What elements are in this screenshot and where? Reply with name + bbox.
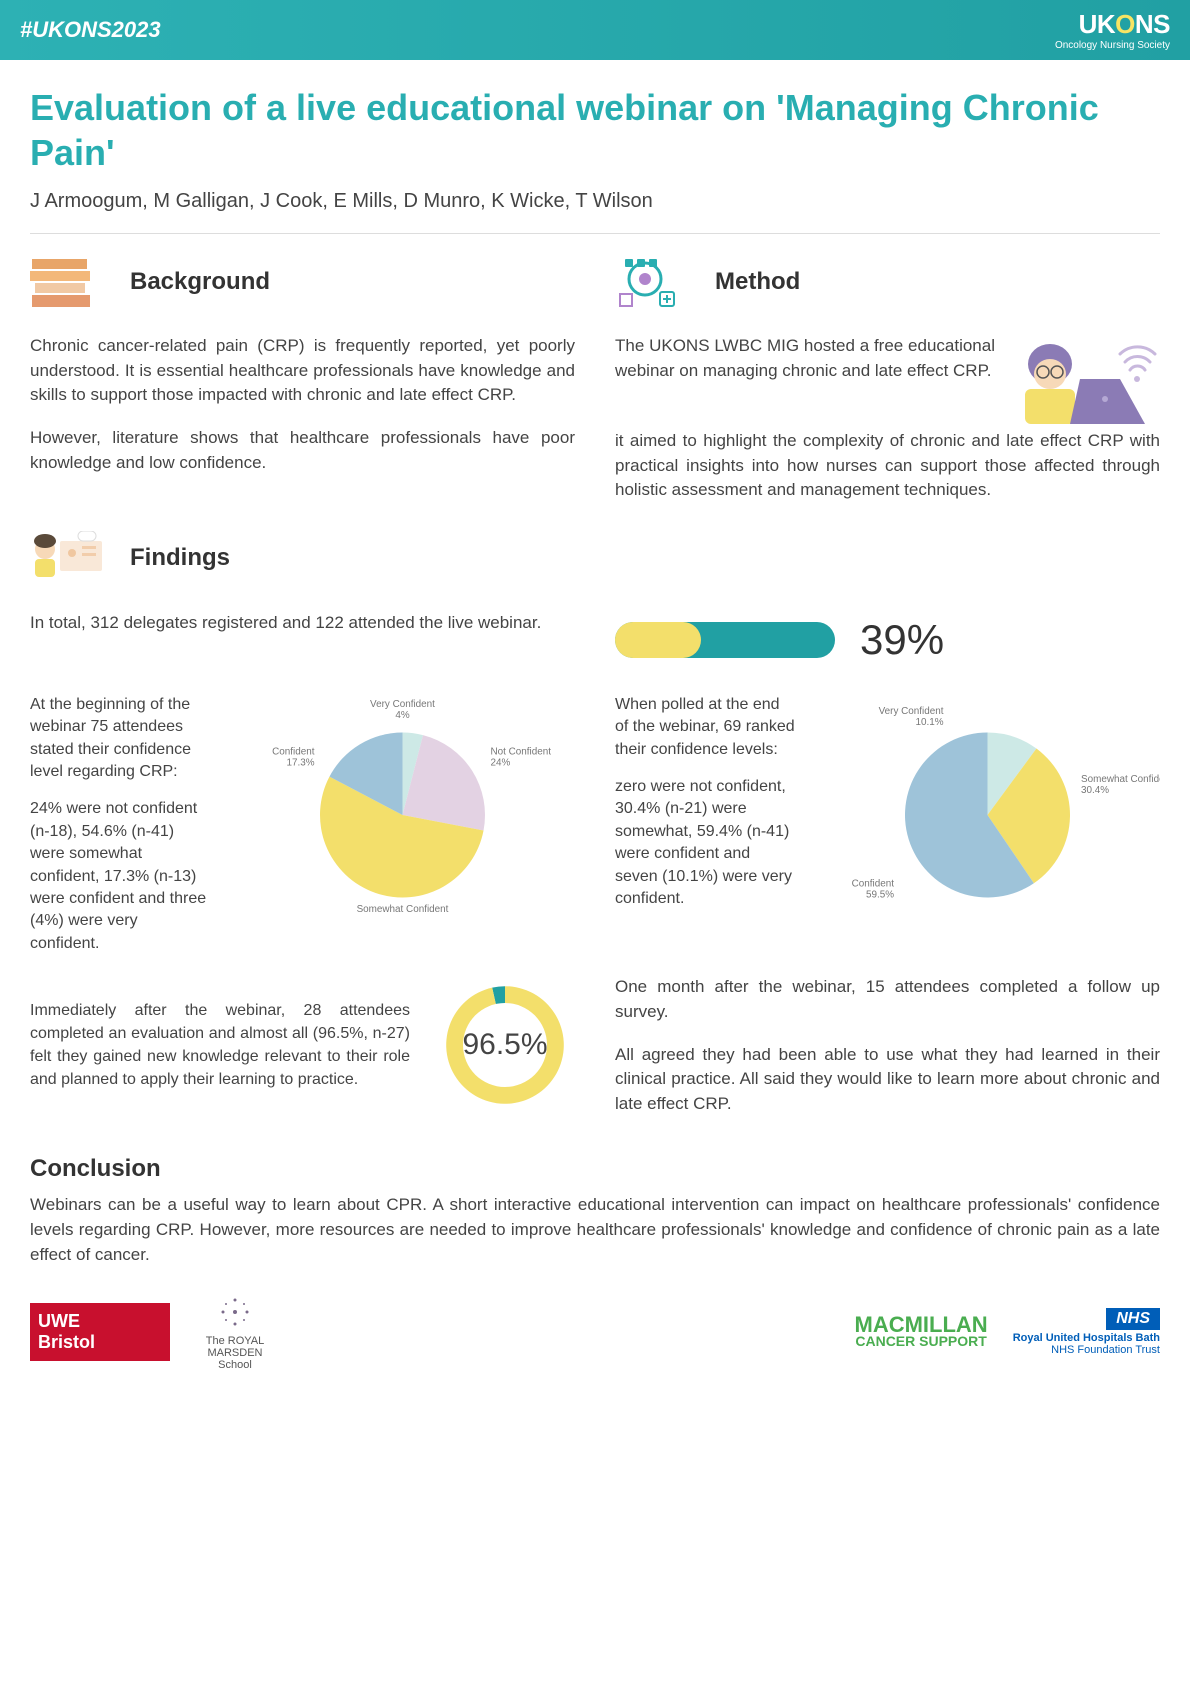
followup-p2: All agreed they had been able to use wha… [615,1043,1160,1117]
post-text1: When polled at the end of the webinar, 6… [615,694,795,761]
method-p1: The UKONS LWBC MIG hosted a free educati… [615,334,995,383]
findings-intro: In total, 312 delegates registered and 1… [30,611,575,636]
conclusion-text: Webinars can be a useful way to learn ab… [30,1193,1160,1267]
laptop-person-icon [1010,334,1160,429]
macmillan-logo: MACMILLAN CANCER SUPPORT [855,1315,988,1347]
followup-p1: One month after the webinar, 15 attendee… [615,975,1160,1024]
author-list: J Armoogum, M Galligan, J Cook, E Mills,… [30,190,1160,213]
svg-text:17.3%: 17.3% [286,757,314,768]
footer-logos: UWE Bristol The ROYAL MARSDEN School MAC… [30,1292,1160,1371]
donut-value: 96.5% [462,1028,547,1062]
content: Evaluation of a live educational webinar… [0,60,1190,1391]
pre-text2: 24% were not confident (n-18), 54.6% (n-… [30,798,210,955]
page-title: Evaluation of a live educational webinar… [30,85,1160,175]
research-icon [615,254,695,309]
attendance-progress: 39% [615,616,1160,664]
ukons-logo: UKONS Oncology Nursing Society [1055,9,1170,51]
background-p1: Chronic cancer-related pain (CRP) is fre… [30,334,575,408]
nhs-logo: NHS Royal United Hospitals Bath NHS Foun… [1013,1308,1160,1356]
svg-text:Confident: Confident [852,878,895,889]
teacher-icon [30,531,110,586]
background-section: Background Chronic cancer-related pain (… [30,254,575,521]
method-heading: Method [715,268,800,296]
method-p2: it aimed to highlight the complexity of … [615,429,1160,503]
books-icon [30,254,110,309]
divider [30,233,1160,234]
uwe-logo: UWE Bristol [30,1303,170,1361]
findings-heading: Findings [130,544,230,572]
svg-text:4%: 4% [395,710,410,721]
background-heading: Background [130,268,270,296]
svg-text:59.5%: 59.5% [866,889,894,900]
progress-fg [615,622,701,658]
header-bar: #UKONS2023 UKONS Oncology Nursing Societ… [0,0,1190,60]
pre-text1: At the beginning of the webinar 75 atten… [30,694,210,784]
svg-text:24%: 24% [491,757,511,768]
svg-text:Somewhat Confident: Somewhat Confident [357,904,449,914]
method-section: Method The UKONS LWBC MIG hosted a free … [615,254,1160,521]
svg-text:30.4%: 30.4% [1081,785,1109,796]
pre-pie-chart: Very Confident4% Not Confident24% Somewhat… [230,694,575,914]
svg-text:10.1%: 10.1% [915,717,943,728]
knowledge-donut: 96.5% [435,975,575,1115]
svg-text:Very Confident: Very Confident [879,706,944,717]
donut-text: Immediately after the webinar, 28 attend… [30,999,410,1092]
svg-text:Confident: Confident [272,746,315,757]
progress-value: 39% [860,616,944,664]
post-pie-chart: Very Confident10.1% Somewhat Confident30.… [815,694,1160,914]
background-p2: However, literature shows that healthcar… [30,426,575,475]
svg-text:Somewhat Confident: Somewhat Confident [1081,774,1160,785]
svg-text:Not Confident: Not Confident [491,746,552,757]
royal-marsden-logo: The ROYAL MARSDEN School [195,1292,275,1371]
post-text2: zero were not confident, 30.4% (n-21) we… [615,776,795,910]
svg-text:Very Confident: Very Confident [370,699,435,710]
conclusion-heading: Conclusion [30,1155,1160,1183]
hashtag: #UKONS2023 [20,17,161,43]
